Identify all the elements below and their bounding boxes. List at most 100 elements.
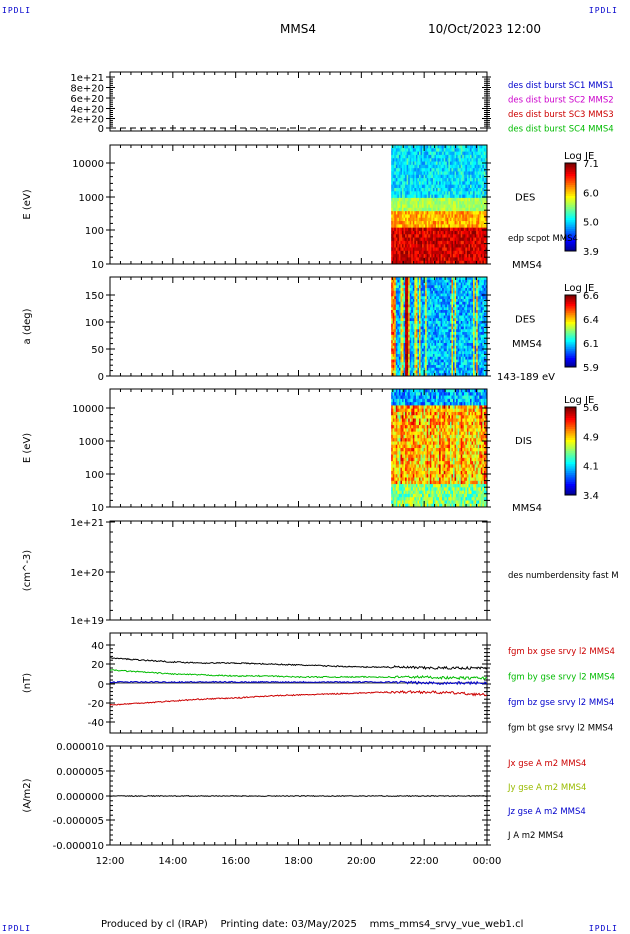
- time-tick-label: 00:00: [473, 856, 502, 867]
- colorbar-cell: [565, 182, 576, 186]
- colorbar-cell: [565, 226, 576, 230]
- colorbar-cell: [565, 343, 576, 346]
- colorbar-cell: [565, 314, 576, 318]
- y-tick-label: 100: [85, 318, 104, 329]
- colorbar-cell: [565, 180, 576, 184]
- series-line: [109, 669, 488, 681]
- colorbar-cell: [565, 455, 576, 459]
- y-axis-label: (nT): [22, 673, 33, 693]
- colorbar-cell: [565, 422, 576, 426]
- y-tick-label: 2e+20: [70, 115, 104, 126]
- colorbar-cell: [565, 349, 576, 352]
- colorbar-cell: [565, 248, 576, 252]
- series-line: [109, 690, 488, 706]
- colorbar-cell: [565, 207, 576, 210]
- colorbar-cell: [565, 437, 576, 441]
- colorbar-tick-label: 6.1: [583, 339, 599, 350]
- colorbar-cell: [565, 488, 576, 492]
- spacecraft-label: MMS4: [512, 503, 542, 514]
- colorbar-cell: [565, 473, 576, 476]
- y-tick-label: -0.000005: [53, 816, 104, 827]
- colorbar-tick-label: 3.4: [583, 491, 599, 502]
- colorbar-cell: [565, 446, 576, 450]
- y-tick-label: 0.000010: [56, 742, 104, 753]
- footer-printing-date: Printing date: 03/May/2025: [220, 919, 357, 930]
- colorbar-cell: [565, 213, 576, 217]
- series-line: [110, 657, 487, 670]
- y-axis-label: a (deg): [22, 308, 33, 344]
- colorbar-cell: [565, 442, 576, 445]
- colorbar-tick-label: 4.9: [583, 432, 599, 443]
- y-tick-label: 0.000000: [56, 792, 104, 803]
- y-tick-label: 100: [85, 470, 104, 481]
- y-tick-label: 50: [91, 345, 104, 356]
- colorbar-cell: [565, 165, 576, 168]
- colorbar-cell: [565, 415, 576, 419]
- colorbar-cell: [565, 338, 576, 341]
- colorbar-cell: [565, 200, 576, 204]
- colorbar-cell: [565, 435, 576, 439]
- colorbar-cell: [565, 350, 576, 354]
- colorbar-tick-label: 5.6: [583, 403, 599, 414]
- corner-label-left: IPDLI: [2, 6, 32, 15]
- colorbar-cell: [565, 220, 576, 223]
- colorbar-tick-label: 5.0: [583, 218, 599, 229]
- colorbar-cell: [565, 479, 576, 483]
- colorbar-cell: [565, 231, 576, 234]
- colorbar-cell: [565, 302, 576, 305]
- colorbar-cell: [565, 176, 576, 179]
- colorbar-cell: [565, 185, 576, 188]
- colorbar-cell: [565, 242, 576, 245]
- y-axis-label: E (eV): [22, 189, 33, 219]
- y-tick-label: 40: [91, 641, 104, 652]
- colorbar-cell: [565, 246, 576, 250]
- y-axis-label: E (eV): [22, 433, 33, 463]
- colorbar-cell: [565, 444, 576, 448]
- colorbar-cell: [565, 451, 576, 454]
- colorbar-cell: [565, 420, 576, 423]
- colorbar-cell: [565, 468, 576, 472]
- colorbar-cell: [565, 363, 576, 366]
- energy-range-label: 143-189 eV: [497, 372, 555, 383]
- y-axis-label: (A/m2): [22, 778, 33, 812]
- colorbar-cell: [565, 453, 576, 456]
- colorbar-cell: [565, 334, 576, 337]
- spacecraft-title: MMS4: [280, 22, 316, 36]
- colorbar-cell: [565, 418, 576, 421]
- y-tick-label: 0: [98, 372, 104, 383]
- colorbar-tick-label: 6.6: [583, 291, 599, 302]
- colorbar-cell: [565, 331, 576, 334]
- colorbar-cell: [565, 307, 576, 310]
- legend-entry: des dist burst SC1 MMS1: [508, 81, 614, 91]
- colorbar-cell: [565, 413, 576, 417]
- colorbar-cell: [565, 327, 576, 330]
- colorbar-cell: [565, 466, 576, 470]
- colorbar-cell: [565, 300, 576, 303]
- legend-entry: fgm bt gse srvy l2 MMS4: [508, 724, 613, 734]
- colorbar-cell: [565, 492, 576, 496]
- y-tick-label: 1e+20: [70, 568, 104, 579]
- legend-entry: J A m2 MMS4: [507, 831, 564, 841]
- time-tick-label: 20:00: [347, 856, 376, 867]
- instrument-label: DIS: [515, 436, 532, 447]
- colorbar-cell: [565, 187, 576, 190]
- colorbar-cell: [565, 196, 576, 199]
- colorbar-tick-label: 5.9: [583, 363, 599, 374]
- legend-entry: des numberdensity fast M: [508, 571, 619, 581]
- colorbar-cell: [565, 198, 576, 201]
- colorbar-cell: [565, 354, 576, 357]
- colorbar-cell: [565, 169, 576, 173]
- colorbar-cell: [565, 322, 576, 325]
- footer-producer: Produced by cl (IRAP) Printing date: 03/…: [101, 919, 523, 930]
- corner-label-bottom-left: IPDLI: [2, 924, 32, 933]
- colorbar-cell: [565, 204, 576, 208]
- y-axis-label: (cm^-3): [22, 550, 33, 591]
- scpot-label: edp scpot MMS4: [508, 234, 578, 244]
- colorbar-cell: [565, 193, 576, 197]
- colorbar-cell: [565, 336, 576, 339]
- time-tick-label: 18:00: [284, 856, 313, 867]
- y-tick-label: -20: [88, 699, 104, 710]
- y-tick-label: 0: [98, 124, 104, 135]
- y-tick-label: 1e+21: [70, 73, 104, 84]
- colorbar-cell: [565, 359, 576, 363]
